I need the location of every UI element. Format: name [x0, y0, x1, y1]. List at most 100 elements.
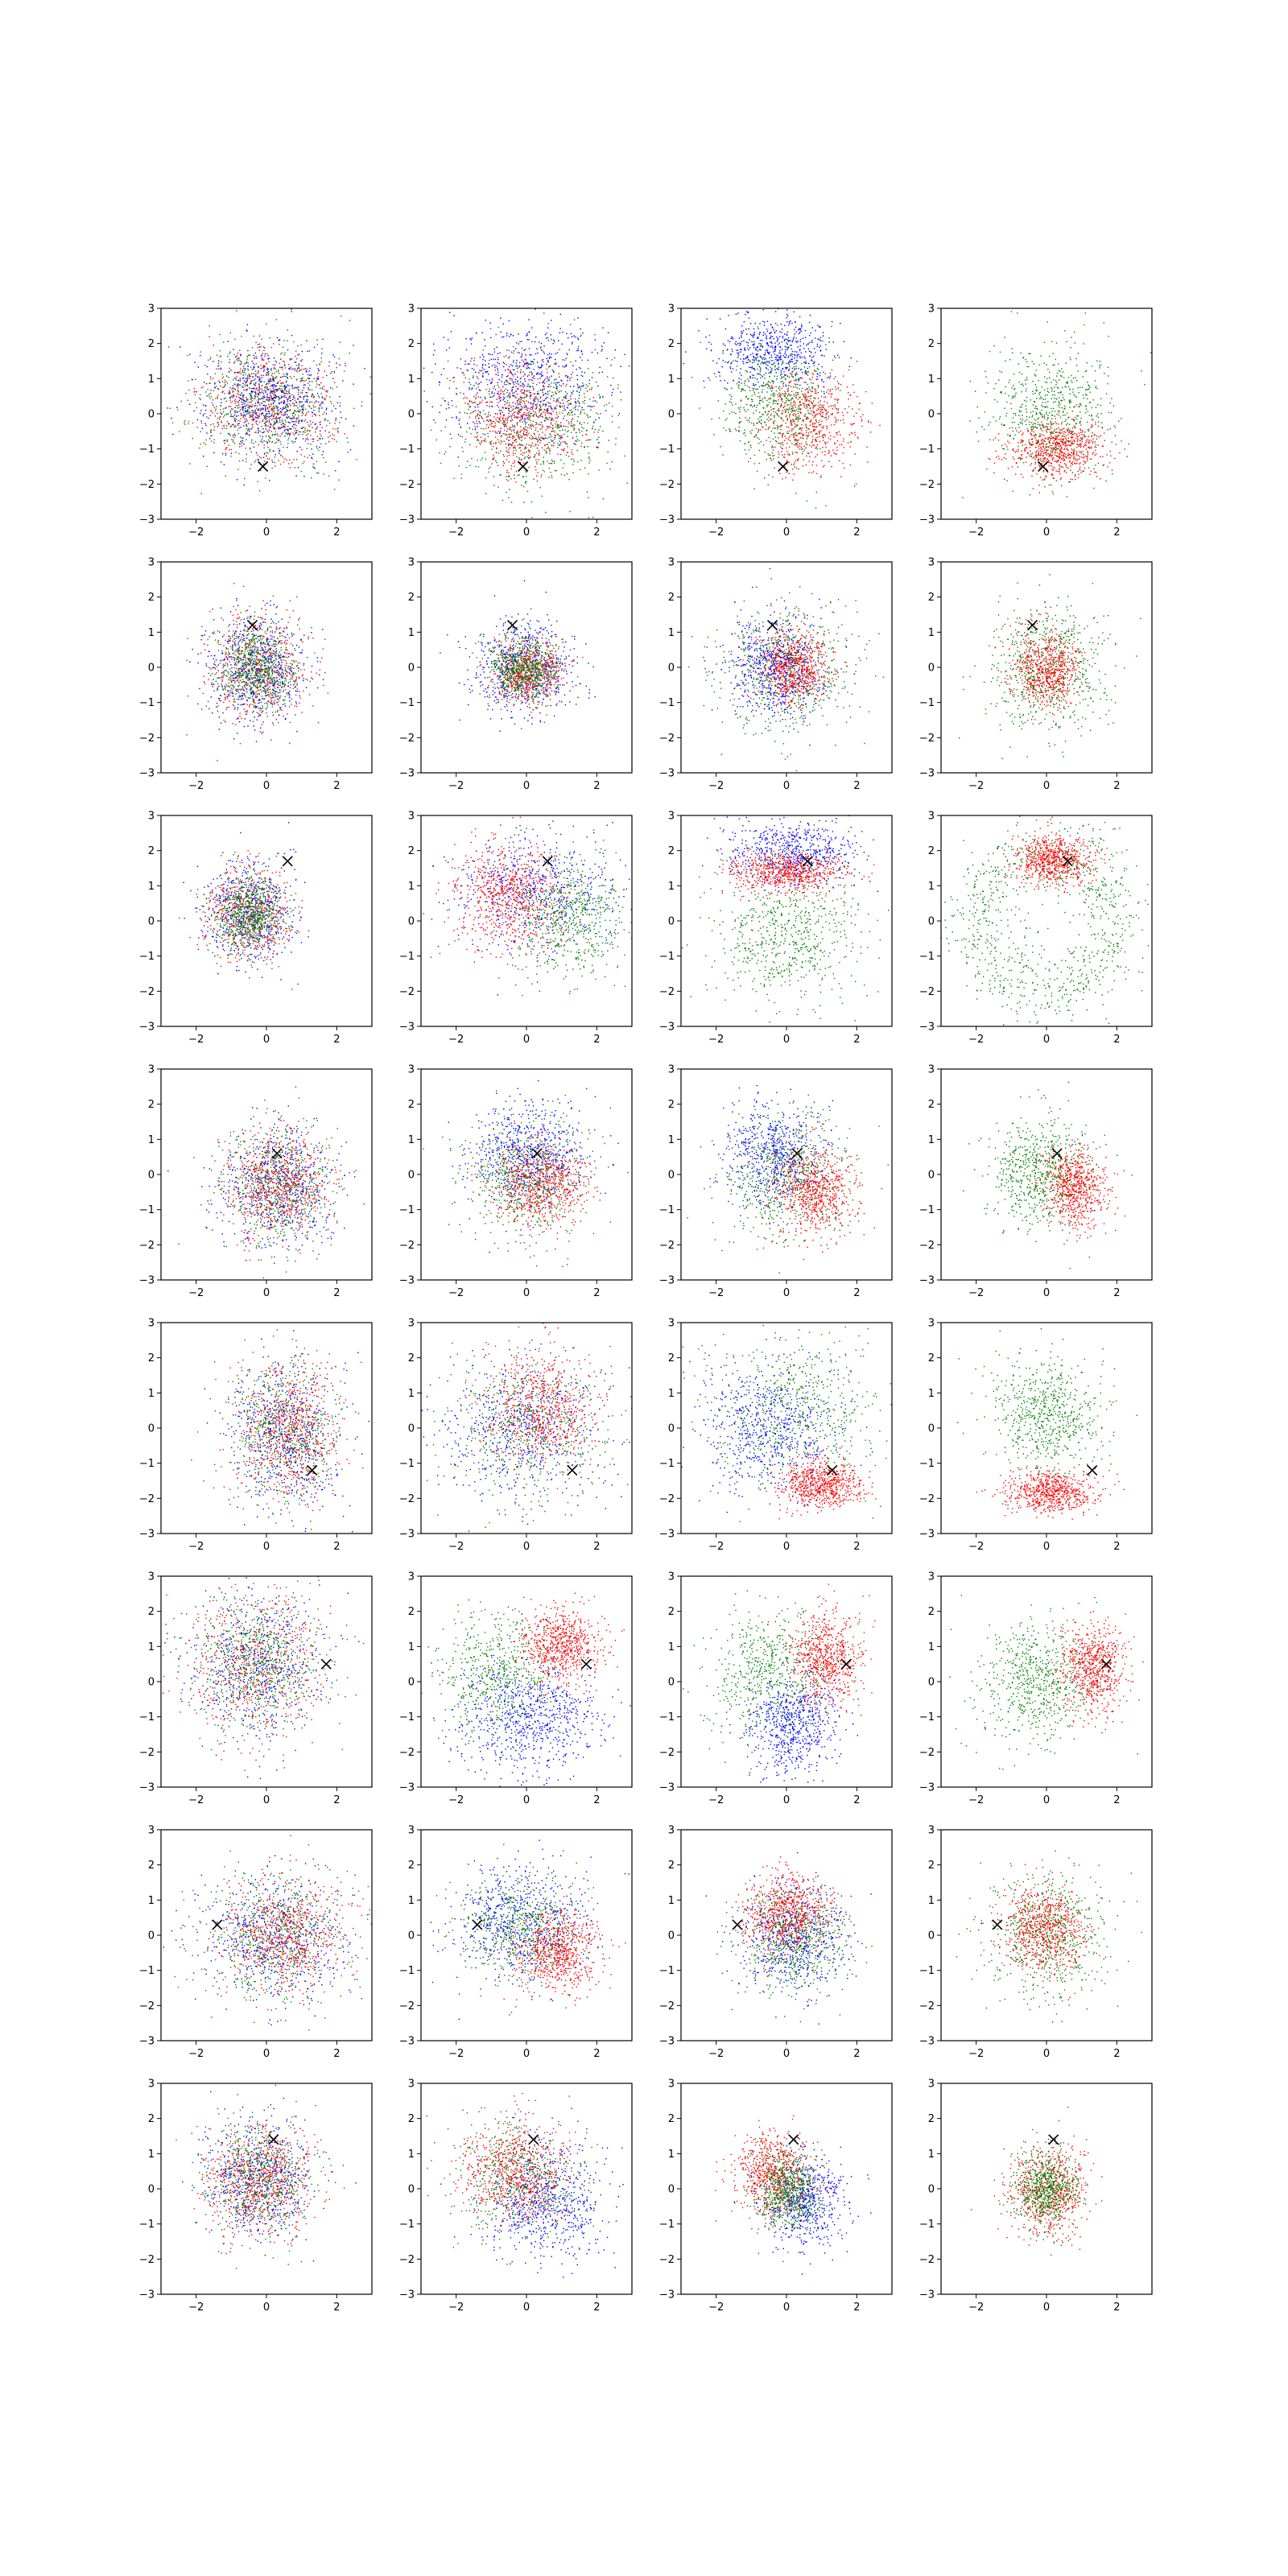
point: [250, 428, 252, 430]
point: [318, 369, 320, 372]
point: [556, 427, 559, 429]
point: [254, 378, 256, 380]
point: [254, 416, 256, 418]
point: [491, 425, 493, 427]
point: [266, 372, 268, 374]
point: [817, 386, 819, 388]
point: [300, 427, 303, 430]
point: [279, 382, 282, 384]
point: [276, 420, 278, 422]
point: [789, 365, 791, 368]
point: [566, 393, 568, 394]
point: [764, 385, 766, 386]
point: [253, 366, 254, 368]
point: [756, 337, 758, 339]
point: [237, 433, 240, 435]
point: [522, 415, 524, 417]
point: [230, 426, 233, 427]
point: [520, 444, 522, 446]
point: [549, 433, 551, 435]
point: [487, 371, 489, 373]
point: [508, 448, 510, 451]
point: [292, 417, 294, 419]
point: [269, 440, 270, 442]
point: [646, 456, 647, 457]
point: [497, 369, 499, 371]
point: [506, 434, 508, 436]
point: [758, 402, 760, 404]
point: [254, 396, 256, 398]
point: [255, 375, 257, 377]
point: [548, 436, 550, 438]
point: [279, 362, 280, 365]
point: [272, 386, 274, 388]
point: [230, 408, 233, 410]
point: [251, 388, 253, 390]
point: [775, 311, 777, 312]
point: [576, 378, 579, 381]
point: [787, 339, 789, 341]
point: [458, 419, 460, 422]
point: [766, 343, 768, 345]
point: [628, 365, 630, 367]
point: [253, 383, 254, 385]
point: [790, 354, 791, 356]
point: [770, 413, 772, 415]
point: [821, 378, 823, 380]
point: [753, 360, 755, 361]
point: [523, 407, 526, 409]
point: [515, 441, 518, 443]
point: [252, 415, 254, 417]
point: [557, 425, 559, 427]
point: [258, 379, 260, 382]
point: [523, 427, 525, 429]
point: [237, 385, 239, 386]
point: [565, 426, 567, 427]
point: [546, 426, 547, 427]
point: [448, 407, 450, 409]
point: [472, 402, 473, 404]
point: [753, 335, 755, 336]
point: [513, 395, 514, 397]
point: [508, 410, 510, 411]
point: [301, 419, 303, 421]
plot-area: [161, 308, 372, 494]
point: [431, 371, 433, 374]
point: [526, 367, 528, 369]
point: [263, 365, 265, 367]
point: [508, 349, 510, 352]
point: [300, 369, 302, 371]
point: [306, 401, 308, 402]
point: [518, 416, 519, 418]
point: [503, 336, 505, 338]
point: [321, 454, 323, 456]
point: [477, 386, 479, 388]
point: [750, 404, 753, 406]
point: [268, 374, 270, 376]
point: [284, 388, 286, 390]
point: [451, 438, 452, 440]
point: [364, 368, 365, 369]
point: [291, 415, 294, 417]
point: [255, 395, 257, 398]
point: [536, 384, 538, 386]
point: [275, 397, 277, 398]
point: [288, 396, 290, 398]
point: [502, 454, 504, 456]
point: [495, 333, 497, 336]
point: [279, 398, 280, 399]
point: [517, 402, 518, 404]
point: [523, 364, 526, 365]
point: [227, 341, 229, 342]
point: [507, 480, 509, 481]
point: [493, 443, 494, 444]
point: [258, 376, 260, 378]
point: [738, 387, 740, 389]
point: [258, 408, 260, 410]
point: [469, 386, 470, 389]
point: [277, 382, 279, 384]
point: [225, 407, 227, 408]
point: [529, 367, 530, 369]
point: [308, 411, 309, 413]
point: [743, 321, 745, 323]
